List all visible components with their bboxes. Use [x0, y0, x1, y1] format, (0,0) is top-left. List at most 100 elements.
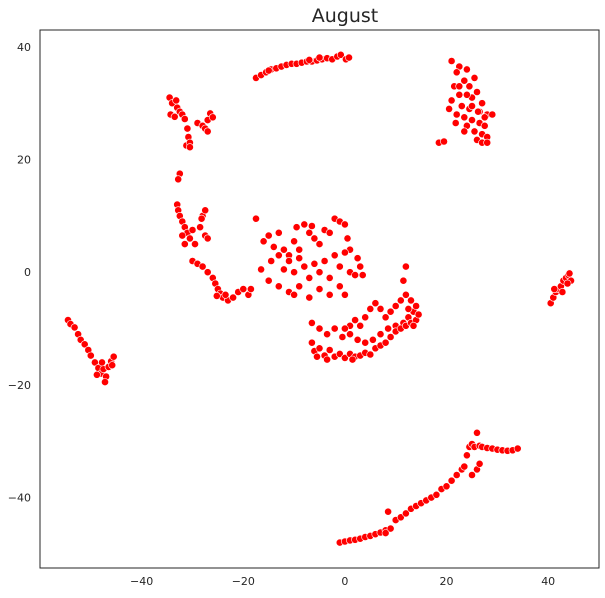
scatter-point — [188, 226, 197, 234]
scatter-point — [386, 524, 395, 533]
scatter-point — [345, 53, 353, 62]
scatter-point — [264, 276, 273, 285]
scatter-point — [462, 451, 471, 460]
scatter-point — [305, 228, 314, 237]
scatter-point — [340, 290, 349, 299]
scatter-point — [353, 335, 362, 344]
scatter-point — [185, 234, 194, 243]
y-axis-ticks: −40 −20 0 20 40 — [8, 41, 31, 505]
scatter-point — [335, 282, 344, 291]
scatter-point — [368, 335, 377, 344]
scatter-point — [267, 257, 276, 265]
scatter-point — [470, 74, 479, 82]
scatter-point — [290, 237, 298, 246]
data-points — [64, 50, 575, 547]
scatter-point — [174, 175, 183, 184]
scatter-point — [203, 234, 212, 243]
scatter-point — [353, 254, 362, 263]
scatter-point — [440, 137, 448, 146]
scatter-point — [563, 279, 572, 288]
scatter-point — [201, 206, 210, 215]
scatter-point — [252, 214, 260, 223]
scatter-point — [452, 110, 461, 119]
scatter-point — [407, 296, 415, 305]
scatter-point — [305, 293, 314, 302]
y-tick-label: 20 — [17, 154, 31, 167]
scatter-point — [371, 299, 380, 308]
scatter-point — [455, 82, 464, 91]
scatter-point — [203, 127, 212, 136]
x-tick-label: −40 — [130, 575, 153, 588]
scatter-point — [376, 304, 385, 313]
scatter-point — [358, 271, 367, 279]
scatter-point — [356, 321, 365, 330]
scatter-point — [323, 330, 331, 339]
scatter-point — [320, 257, 329, 265]
scatter-point — [315, 344, 324, 353]
scatter-point — [295, 245, 304, 254]
scatter-point — [396, 513, 405, 522]
plot-area-frame — [39, 29, 600, 569]
scatter-point — [300, 262, 309, 271]
scatter-point — [330, 324, 339, 333]
scatter-point — [340, 353, 349, 362]
scatter-point — [305, 273, 314, 282]
scatter-point — [180, 115, 189, 123]
scatter-point — [229, 293, 237, 302]
scatter-point — [356, 262, 365, 271]
scatter-point — [451, 119, 460, 127]
scatter-point — [478, 99, 486, 108]
scatter-point — [447, 476, 456, 485]
scatter-point — [462, 65, 471, 74]
scatter-point — [310, 259, 319, 268]
scatter-point — [295, 282, 304, 291]
scatter-point — [442, 482, 451, 491]
scatter-point — [307, 338, 316, 347]
scatter-point — [198, 262, 207, 271]
scatter-point — [384, 324, 392, 333]
scatter-point — [366, 350, 375, 359]
scatter-point — [285, 257, 293, 265]
scatter-point — [396, 296, 405, 305]
scatter-point — [381, 529, 390, 537]
scatter-point — [412, 302, 420, 310]
x-axis-ticks: −40 −20 0 20 40 — [130, 575, 555, 588]
scatter-point — [351, 316, 359, 324]
scatter-point — [361, 313, 370, 322]
scatter-point — [325, 228, 334, 237]
y-tick-label: −40 — [8, 492, 31, 505]
scatter-point — [313, 352, 321, 361]
scatter-point — [470, 127, 479, 136]
scatter-point — [335, 262, 344, 271]
y-tick-label: 40 — [17, 41, 31, 54]
scatter-point — [86, 351, 95, 360]
scatter-point — [376, 330, 385, 339]
x-tick-label: −20 — [232, 575, 255, 588]
scatter-point — [475, 459, 484, 468]
scatter-point — [455, 90, 464, 99]
scatter-point — [391, 302, 400, 310]
scatter-point — [246, 285, 255, 293]
scatter-point — [401, 262, 410, 271]
scatter-point — [290, 290, 298, 299]
scatter-point — [93, 370, 101, 379]
scatter-point — [348, 355, 357, 364]
scatter-point — [330, 251, 339, 260]
scatter-point — [468, 471, 476, 479]
scatter-point — [452, 68, 461, 77]
scatter-point — [361, 338, 370, 347]
scatter-point — [460, 127, 469, 136]
scatter-point — [109, 352, 118, 361]
scatter-point — [381, 338, 390, 347]
scatter-point — [307, 318, 316, 327]
scatter-point — [465, 82, 474, 91]
scatter-point — [80, 340, 89, 349]
scatter-point — [208, 113, 217, 122]
scatter-point — [401, 509, 410, 518]
scatter-point — [447, 96, 456, 105]
scatter-point — [305, 56, 314, 64]
scatter-point — [315, 53, 324, 62]
scatter-point — [279, 245, 288, 254]
